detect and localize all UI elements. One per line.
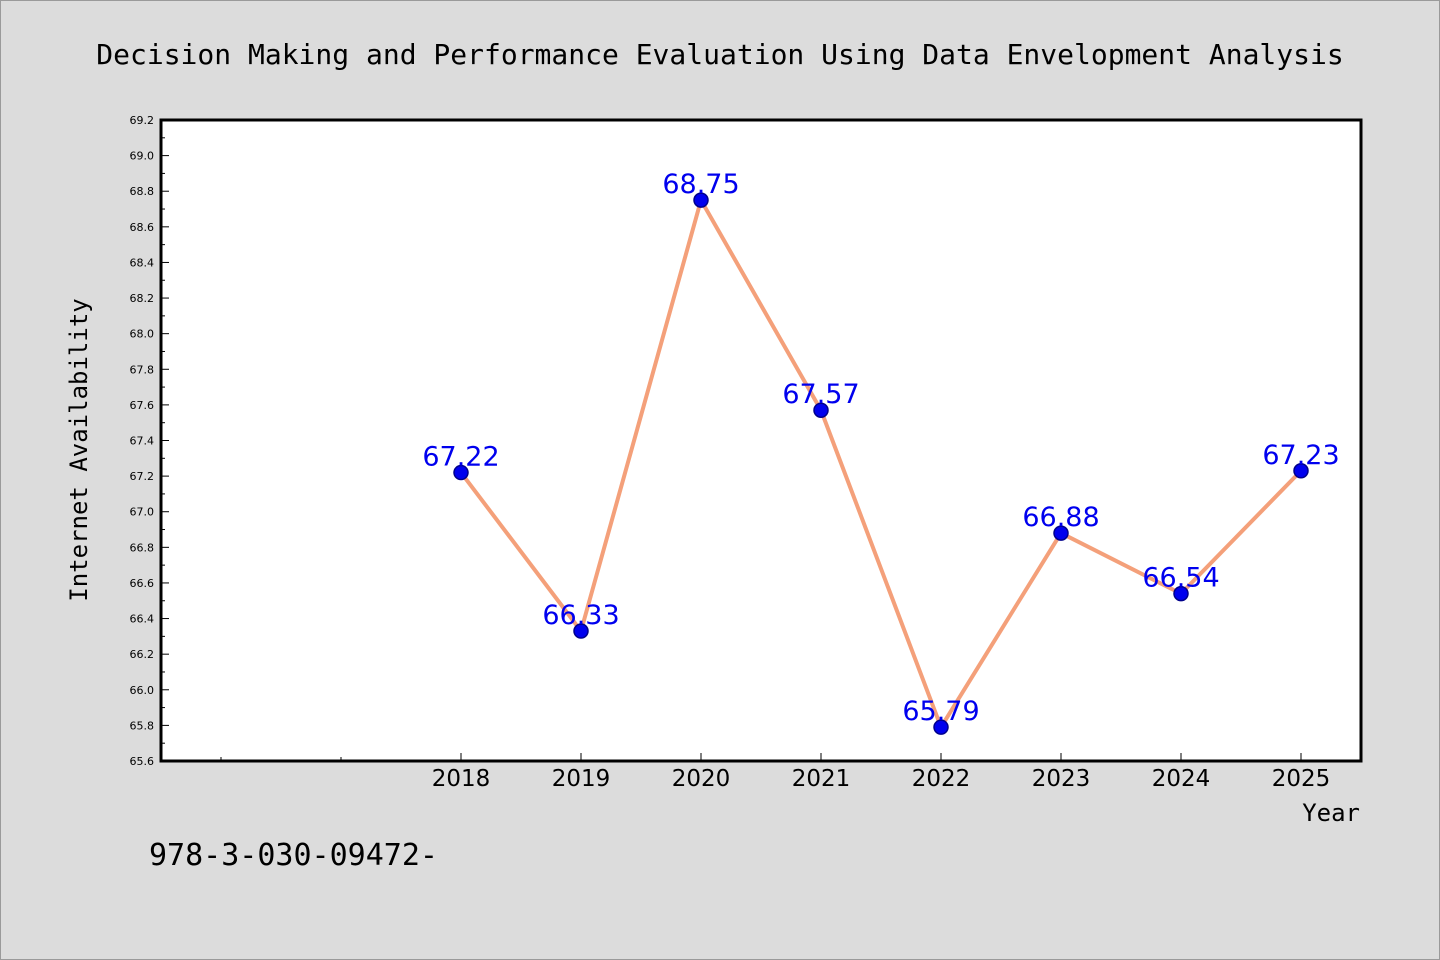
y-tick-label: 66.0 (130, 684, 155, 697)
data-labels: 67.22 66.33 68.75 67.57 65.79 66.88 66.54 67.23 (422, 169, 1339, 727)
y-tick-label: 68.8 (130, 185, 155, 198)
y-tick-label: 68.0 (130, 328, 155, 341)
data-point (573, 623, 589, 639)
data-point (933, 719, 949, 735)
y-tick-label: 66.2 (130, 648, 155, 661)
x-tick-label: 2018 (432, 766, 491, 792)
y-tick-label: 66.6 (130, 577, 155, 590)
x-tick-label: 2019 (552, 766, 611, 792)
data-label: 67.57 (782, 379, 859, 410)
y-tick-label: 67.2 (130, 470, 155, 483)
data-point (1293, 463, 1309, 479)
x-tick-label: 2022 (912, 766, 971, 792)
footer-text: 978-3-030-09472- (149, 838, 438, 873)
chart-title: Decision Making and Performance Evaluati… (96, 38, 1343, 71)
series-line-group (459, 198, 1303, 730)
y-tick-label: 66.4 (130, 613, 155, 626)
data-label: 66.33 (542, 600, 619, 631)
data-label: 68.75 (662, 169, 739, 200)
data-point (1173, 585, 1189, 602)
y-tick-label: 67.8 (130, 363, 155, 376)
x-tick-label: 2023 (1032, 766, 1091, 792)
data-markers (453, 192, 1309, 735)
y-tick-label: 67.6 (130, 399, 155, 412)
y-axis: 65.6 65.8 66.0 66.2 66.4 66.6 66.8 67.0 67.2 67.4… (130, 114, 169, 768)
y-tick-label: 67.4 (130, 435, 155, 448)
y-tick-label: 69.0 (130, 150, 155, 163)
x-tick-label: 2024 (1152, 766, 1211, 792)
data-label: 66.88 (1022, 502, 1099, 533)
data-label: 67.23 (1262, 440, 1339, 471)
y-tick-label: 68.6 (130, 221, 155, 234)
data-label: 65.79 (902, 696, 979, 727)
y-tick-label: 68.2 (130, 292, 155, 305)
data-label: 66.54 (1142, 563, 1219, 594)
y-axis-label: Internet Availability (65, 298, 93, 601)
series-line (459, 198, 1303, 730)
y-tick-label: 69.2 (130, 114, 155, 127)
x-tick-label: 2025 (1272, 766, 1331, 792)
data-label: 67.22 (422, 442, 499, 473)
data-point (693, 192, 709, 208)
y-tick-label: 67.0 (130, 506, 155, 519)
y-tick-label: 65.6 (130, 755, 155, 768)
x-axis: 2018 2019 2020 2021 2022 2023 2024 2025 (220, 753, 1331, 792)
data-point (453, 464, 469, 481)
data-point (1053, 525, 1069, 541)
y-tick-label: 65.8 (130, 719, 155, 732)
plot-area (159, 118, 1363, 763)
y-tick-label: 68.4 (130, 256, 155, 269)
data-point (813, 402, 829, 418)
x-tick-label: 2020 (672, 766, 731, 792)
x-tick-label: 2021 (792, 766, 851, 792)
x-axis-label: Year (1302, 799, 1360, 827)
y-tick-label: 66.8 (130, 541, 155, 554)
